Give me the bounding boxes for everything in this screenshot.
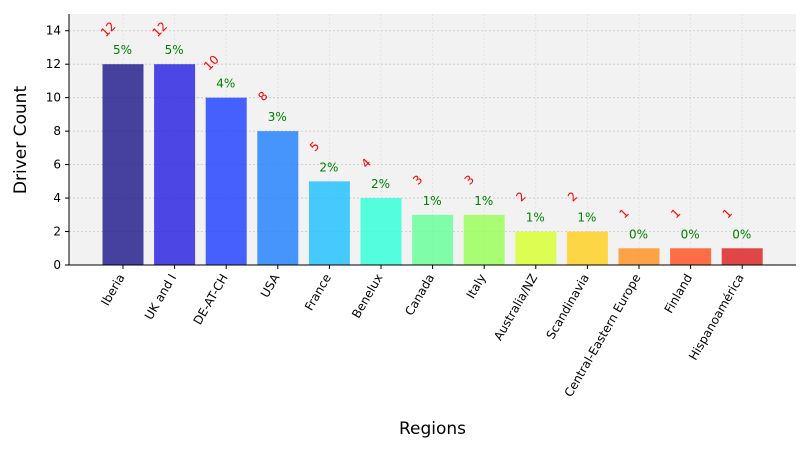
percent-label: 0% [732, 227, 751, 241]
bar [721, 248, 763, 265]
data-labels: 5%125%124%103%82%52%41%31%31%21%20%10%10… [98, 19, 751, 241]
bar [360, 198, 402, 265]
bar [618, 248, 660, 265]
percent-label: 1% [423, 194, 442, 208]
x-tick-label: DE-AT-CH [191, 272, 231, 328]
bar [257, 131, 299, 265]
y-tick-label: 10 [46, 91, 61, 105]
y-tick-label: 4 [53, 191, 61, 205]
bar [670, 248, 712, 265]
x-axis-title: Regions [399, 419, 466, 439]
bar [515, 231, 557, 265]
y-tick-label: 8 [53, 124, 61, 138]
x-tick-label: Benelux [349, 272, 385, 321]
x-tick-label: Scandinavia [543, 272, 592, 342]
y-axis-title: Driver Count [11, 86, 31, 195]
percent-label: 2% [319, 160, 338, 174]
percent-label: 2% [371, 177, 390, 191]
x-tick-label: USA [258, 271, 283, 300]
percent-label: 1% [526, 211, 545, 225]
y-tick-label: 2 [53, 225, 61, 239]
x-tick-label: Italy [464, 272, 489, 302]
percent-label: 3% [268, 110, 287, 124]
x-tick-label: Hispanoamérica [686, 272, 747, 363]
y-tick-label: 12 [46, 57, 61, 71]
x-tick-label: Iberia [98, 272, 127, 309]
x-ticks: Iberia UK and I DE-AT-CH USA France Benelux Ca… [98, 265, 747, 399]
x-tick-label: France [302, 272, 334, 314]
percent-label: 0% [629, 227, 648, 241]
x-tick-label: Finland [662, 272, 696, 316]
bar [412, 214, 454, 265]
x-tick-label: Australia/NZ [491, 272, 540, 343]
percent-label: 0% [681, 227, 700, 241]
x-tick-label: Canada [402, 272, 437, 319]
bar [308, 181, 350, 265]
bar [154, 64, 196, 265]
bars [102, 64, 763, 266]
percent-label: 1% [474, 194, 493, 208]
bar [463, 214, 505, 265]
bar [205, 97, 247, 266]
x-tick-label: UK and I [142, 272, 179, 323]
percent-label: 1% [577, 211, 596, 225]
bar [566, 231, 608, 265]
y-tick-label: 14 [46, 24, 61, 38]
bar [102, 64, 144, 265]
y-tick-label: 6 [53, 158, 61, 172]
percent-label: 5% [165, 43, 184, 57]
percent-label: 4% [216, 77, 235, 91]
percent-label: 5% [113, 43, 132, 57]
y-tick-label: 0 [53, 258, 61, 272]
y-ticks: 0 2 4 6 8 10 12 14 [46, 24, 69, 272]
